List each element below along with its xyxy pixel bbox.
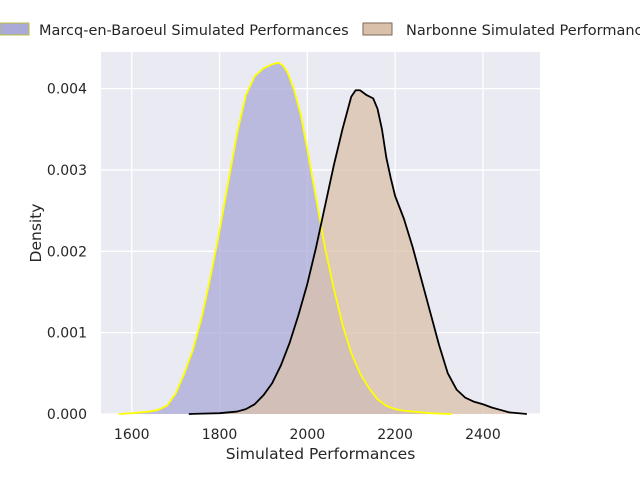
y-tick-label: 0.003 (47, 163, 87, 179)
x-axis: 1600 1800 2000 2200 2400 (114, 427, 501, 443)
y-axis: 0.000 0.001 0.002 0.003 0.004 (47, 82, 87, 423)
legend-label: Marcq-en-Baroeul Simulated Performances (39, 23, 349, 39)
series-1-area (118, 62, 453, 414)
y-tick-label: 0.004 (47, 82, 87, 98)
series-2-area (188, 90, 527, 414)
x-tick-label: 1800 (202, 427, 238, 443)
series-2-line (188, 89, 527, 415)
series-1-line (118, 61, 453, 415)
y-tick-label: 0.000 (47, 407, 87, 423)
x-tick-label: 2000 (290, 427, 326, 443)
legend-item-1: Marcq-en-Baroeul Simulated Performances (0, 22, 349, 39)
y-axis-label: Density (27, 204, 45, 263)
x-tick-label: 2400 (465, 427, 501, 443)
x-axis-label: Simulated Performances (226, 445, 416, 463)
legend-item-2: Narbonne Simulated Performances (362, 22, 640, 39)
x-tick-label: 2200 (377, 427, 413, 443)
legend: Marcq-en-Baroeul Simulated Performances N… (0, 22, 640, 39)
x-tick-label: 1600 (114, 427, 150, 443)
series-layer (118, 61, 527, 415)
y-tick-label: 0.002 (47, 244, 87, 260)
legend-swatch (362, 22, 393, 36)
legend-label: Narbonne Simulated Performances (406, 23, 640, 39)
y-tick-label: 0.001 (47, 326, 87, 342)
legend-swatch (0, 22, 30, 36)
